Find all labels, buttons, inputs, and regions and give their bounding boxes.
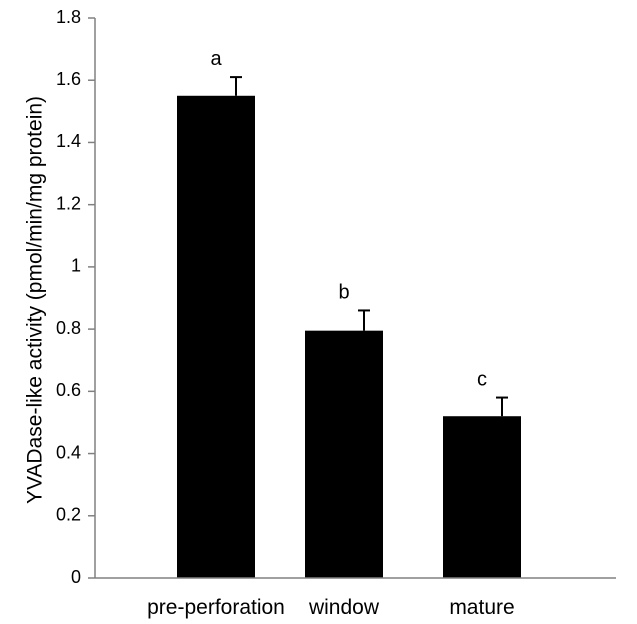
significance-label: c bbox=[477, 369, 487, 391]
bar bbox=[177, 95, 255, 579]
x-category-label: window bbox=[308, 596, 380, 619]
y-axis-title: YVADase-like activity (pmol/min/mg prote… bbox=[24, 96, 47, 504]
x-category-label: pre-perforation bbox=[147, 596, 285, 619]
y-tick-label: 0.4 bbox=[56, 442, 81, 462]
significance-label: b bbox=[338, 281, 349, 303]
y-tick-label: 1 bbox=[71, 256, 81, 276]
error-bars bbox=[230, 76, 508, 417]
y-tick-label: 0 bbox=[71, 567, 81, 587]
y-tick-label: 1.4 bbox=[56, 131, 81, 151]
y-tick-label: 0.8 bbox=[56, 318, 81, 338]
significance-label: a bbox=[210, 48, 222, 70]
y-axis-ticks: 0 0.2 0.4 0.6 0.8 1 1.2 1.4 1.6 1.8 bbox=[56, 7, 95, 587]
y-tick-label: 0.2 bbox=[56, 505, 81, 525]
x-axis-categories: pre-perforation window mature bbox=[147, 596, 515, 619]
significance-labels: a b c bbox=[210, 48, 487, 390]
y-tick-label: 0.6 bbox=[56, 380, 81, 400]
y-tick-label: 1.6 bbox=[56, 69, 81, 89]
y-tick-label: 1.8 bbox=[56, 7, 81, 27]
bars bbox=[177, 95, 521, 579]
x-category-label: mature bbox=[449, 596, 514, 619]
bar bbox=[305, 330, 383, 578]
bar bbox=[443, 416, 521, 578]
y-tick-label: 1.2 bbox=[56, 193, 81, 213]
axes bbox=[94, 18, 616, 579]
